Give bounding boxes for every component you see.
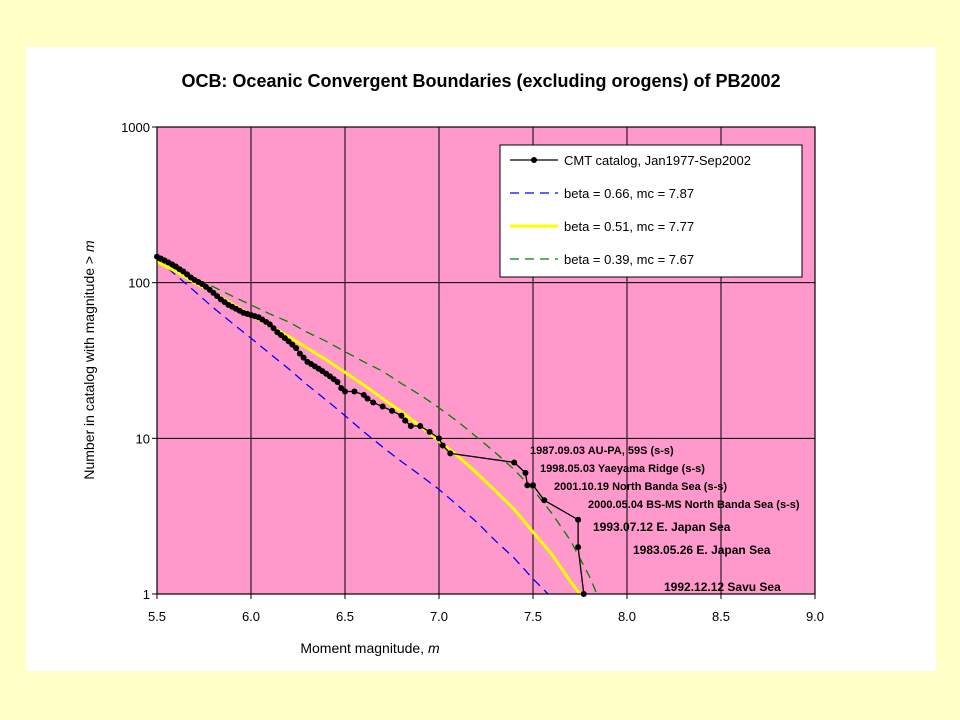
data-point bbox=[370, 399, 377, 406]
data-point bbox=[270, 325, 277, 332]
y-axis-label: Number in catalog with magnitude > m bbox=[81, 240, 97, 480]
x-tick-label: 8.0 bbox=[618, 609, 636, 624]
y-axis-label-text: Number in catalog with magnitude > bbox=[81, 252, 97, 480]
annotation-label: 1987.09.03 AU-PA, 59S (s-s) bbox=[530, 445, 674, 457]
y-tick-label: 100 bbox=[128, 276, 150, 291]
data-point bbox=[266, 321, 273, 328]
data-point bbox=[575, 544, 582, 551]
data-point bbox=[524, 482, 531, 489]
y-axis-label-var: m bbox=[81, 240, 97, 252]
data-point bbox=[360, 391, 367, 398]
data-point bbox=[575, 516, 582, 523]
x-tick-label: 5.5 bbox=[148, 609, 166, 624]
data-point bbox=[447, 450, 454, 457]
y-tick-label: 1 bbox=[143, 587, 150, 602]
x-axis-ticks: 5.5 6.0 6.5 7.0 7.5 8.0 8.5 9.0 bbox=[148, 594, 824, 624]
data-point bbox=[379, 403, 386, 410]
series-3 bbox=[156, 260, 598, 595]
chart: OCB: Oceanic Convergent Boundaries (excl… bbox=[81, 71, 824, 656]
data-point bbox=[511, 459, 518, 466]
data-point bbox=[296, 350, 303, 357]
x-axis-label-var: m bbox=[428, 640, 440, 656]
data-point bbox=[436, 435, 442, 442]
data-point bbox=[522, 469, 529, 476]
legend-box bbox=[499, 144, 803, 278]
data-point bbox=[364, 395, 371, 402]
annotation-label: 2000.05.04 BS-MS North Banda Sea (s-s) bbox=[588, 499, 800, 511]
x-tick-label: 7.5 bbox=[524, 609, 542, 624]
data-point bbox=[342, 388, 348, 395]
data-point bbox=[439, 442, 446, 449]
x-axis-label: Moment magnitude, m bbox=[300, 640, 440, 656]
data-point bbox=[417, 423, 424, 430]
legend-label-1: beta = 0.66, mc = 7.87 bbox=[564, 186, 694, 201]
data-point bbox=[407, 423, 414, 430]
annotation-label: 1998.05.03 Yaeyama Ridge (s-s) bbox=[540, 463, 705, 475]
data-point bbox=[530, 482, 536, 489]
x-tick-label: 9.0 bbox=[806, 609, 824, 624]
y-axis-ticks: 1 10 100 1000 bbox=[121, 120, 157, 602]
annotations: 1987.09.03 AU-PA, 59S (s-s) 1998.05.03 Ya… bbox=[530, 445, 800, 594]
data-point bbox=[541, 497, 548, 504]
annotation-label: 1992.12.12 Savu Sea bbox=[664, 580, 781, 594]
data-point bbox=[334, 379, 341, 386]
x-tick-label: 7.0 bbox=[430, 609, 448, 624]
series-layer bbox=[154, 253, 598, 597]
legend-label-3: beta = 0.39, mc = 7.67 bbox=[564, 252, 694, 267]
data-point bbox=[293, 345, 300, 352]
legend-label-0: CMT catalog, Jan1977-Sep2002 bbox=[564, 153, 751, 168]
annotation-label: 1983.05.26 E. Japan Sea bbox=[633, 543, 771, 557]
series-line-3 bbox=[156, 260, 598, 595]
legend-label-2: beta = 0.51, mc = 7.77 bbox=[564, 219, 694, 234]
data-point bbox=[351, 388, 358, 395]
x-tick-label: 6.0 bbox=[242, 609, 260, 624]
x-tick-label: 6.5 bbox=[336, 609, 354, 624]
data-point bbox=[402, 417, 409, 424]
annotation-label: 1993.07.12 E. Japan Sea bbox=[593, 520, 731, 534]
data-point bbox=[300, 354, 307, 361]
series-line-1 bbox=[156, 258, 549, 595]
data-point bbox=[389, 407, 395, 414]
y-tick-label: 10 bbox=[136, 431, 150, 446]
x-tick-label: 8.5 bbox=[712, 609, 730, 624]
data-point bbox=[426, 428, 433, 435]
y-tick-label: 1000 bbox=[121, 120, 150, 135]
plot-border bbox=[156, 126, 816, 595]
data-point bbox=[398, 412, 405, 419]
series-1 bbox=[156, 258, 549, 595]
legend-marker bbox=[531, 157, 537, 163]
legend: CMT catalog, Jan1977-Sep2002 beta = 0.66,… bbox=[499, 144, 803, 278]
chart-panel: OCB: Oceanic Convergent Boundaries (excl… bbox=[26, 47, 936, 671]
chart-title: OCB: Oceanic Convergent Boundaries (excl… bbox=[181, 71, 780, 91]
x-axis-label-text: Moment magnitude, bbox=[300, 640, 428, 656]
annotation-label: 2001.10.19 North Banda Sea (s-s) bbox=[554, 481, 727, 493]
series-0 bbox=[154, 253, 587, 597]
